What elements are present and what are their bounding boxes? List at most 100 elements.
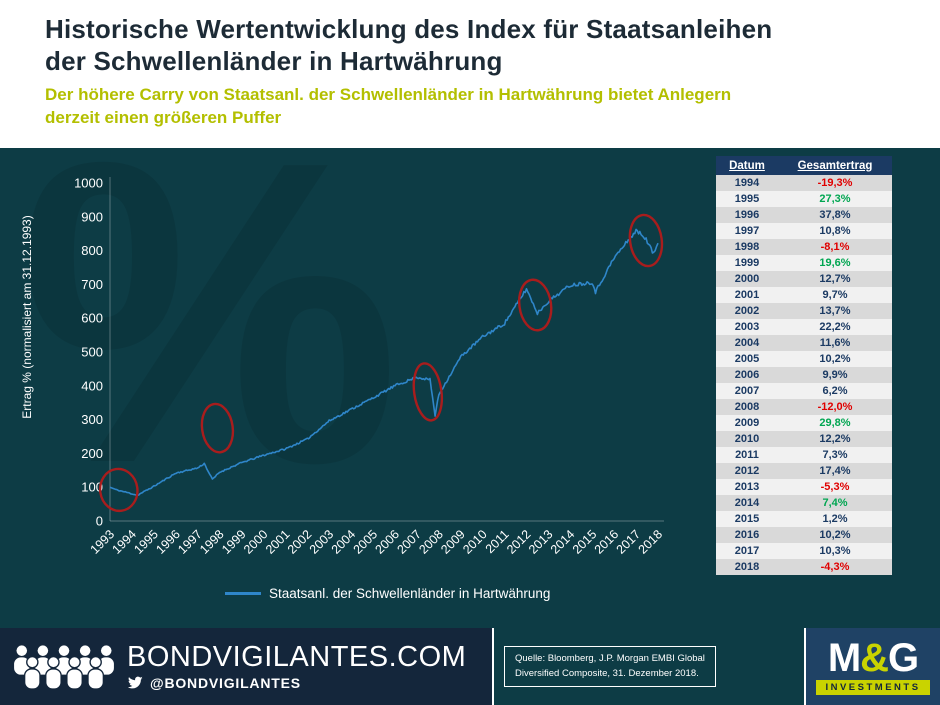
x-tick-label: 2006 [373,527,403,557]
x-tick-label: 1997 [175,527,205,557]
x-tick-label: 2013 [526,527,556,557]
table-cell-return: 9,7% [822,289,848,301]
table-cell-return: 13,7% [819,305,851,317]
title-line2: der Schwellenländer in Hartwährung [45,46,503,77]
x-tick-label: 1996 [153,527,183,557]
x-tick-label: 2004 [329,527,359,557]
line-chart: Ertrag % (normalisiert am 31.12.1993) 01… [20,176,666,557]
table-cell-year: 2003 [734,321,760,333]
table-cell-return: 10,3% [819,545,851,557]
x-tick-label: 2000 [241,527,271,557]
highlight-ellipse [412,362,444,422]
table-row: 2016 10,2% [716,527,892,543]
crowd-icon [14,644,114,690]
table-cell-year: 2002 [734,305,760,317]
table-cell-year: 1999 [734,257,760,269]
table-row: 2003 22,2% [716,319,892,335]
returns-table: Datum Gesamtertrag 1994 -19,3% 1995 27,3% 19… [716,156,892,575]
returns-table-header-row: Datum Gesamtertrag [716,156,892,175]
table-cell-year: 2009 [734,417,760,429]
highlight-ellipse [517,278,553,332]
footer-brand-left: BONDVIGILANTES.COM @BONDVIGILANTES [0,628,492,705]
table-row: 2013 -5,3% [716,479,892,495]
y-tick-label: 1000 [74,176,103,191]
source-box: Quelle: Bloomberg, J.P. Morgan EMBI Glob… [504,645,716,688]
x-tick-label: 2011 [483,527,512,556]
table-cell-year: 1997 [734,225,760,237]
legend-label: Staatsanl. der Schwellenländer in Hartwä… [269,586,551,601]
table-row: 1994 -19,3% [716,175,892,191]
table-cell-return: 29,8% [819,417,851,429]
y-tick-label: 0 [96,514,103,529]
page-title: Historische Wertentwicklung des Index fü… [45,13,895,77]
table-cell-return: 19,6% [819,257,851,269]
table-cell-year: 1994 [734,177,760,189]
x-tick-label: 2003 [307,527,337,557]
series-line [109,228,659,497]
table-cell-return: 10,2% [819,353,851,365]
title-line1: Historische Wertentwicklung des Index fü… [45,14,773,44]
legend-line-swatch [225,592,261,595]
x-tick-label: 1995 [131,527,161,557]
table-cell-return: -12,0% [817,401,853,413]
table-cell-year: 2005 [734,353,760,365]
returns-table-body: 1994 -19,3% 1995 27,3% 1996 37,8% 1997 10,8% 199… [716,175,892,575]
table-cell-year: 2014 [734,497,760,509]
table-row: 2015 1,2% [716,511,892,527]
table-cell-year: 2016 [734,529,760,541]
table-cell-return: 37,8% [819,209,851,221]
table-cell-return: 27,3% [819,193,851,205]
y-tick-label: 300 [81,412,103,427]
footer-source-section: Quelle: Bloomberg, J.P. Morgan EMBI Glob… [492,628,804,705]
table-row: 2000 12,7% [716,271,892,287]
table-row: 2014 7,4% [716,495,892,511]
table-cell-year: 2011 [735,449,759,461]
table-cell-year: 2017 [734,545,760,557]
y-tick-label: 500 [81,345,103,360]
table-row: 2008 -12,0% [716,399,892,415]
y-tick-label: 900 [81,209,103,224]
highlight-ellipse [200,402,235,454]
table-cell-year: 2000 [734,273,760,285]
table-cell-return: 6,2% [822,385,848,397]
table-cell-year: 2018 [734,561,760,573]
highlight-ellipses [98,213,664,513]
table-cell-return: 12,7% [819,273,851,285]
subtitle-line1: Der höhere Carry von Staatsanl. der Schw… [45,85,732,105]
x-tick-label: 2010 [460,527,490,557]
x-tick-label: 2008 [416,527,446,557]
x-axis-tick-labels: 1993199419951996199719981999200020012002… [88,527,666,557]
highlight-ellipse [628,213,664,268]
col-header-datum: Datum [716,156,778,175]
table-cell-year: 1998 [734,241,760,253]
table-cell-year: 2007 [734,385,760,397]
y-tick-label: 200 [81,446,103,461]
x-tick-label: 2016 [592,527,622,557]
mg-logo-ampersand: & [860,636,889,680]
x-tick-label: 2012 [504,527,534,557]
table-row: 2002 13,7% [716,303,892,319]
x-tick-label: 2015 [570,527,600,557]
twitter-handle-row: @BONDVIGILANTES [127,675,466,691]
table-cell-year: 2001 [734,289,760,301]
footer-text-block: BONDVIGILANTES.COM @BONDVIGILANTES [127,640,467,691]
table-cell-year: 2004 [734,337,760,349]
table-cell-year: 1996 [734,209,760,221]
table-cell-return: -8,1% [820,241,850,253]
table-row: 2011 7,3% [716,447,892,463]
x-tick-label: 2014 [548,527,578,557]
table-cell-return: -5,3% [820,481,850,493]
table-cell-year: 1995 [734,193,760,205]
table-row: 2005 10,2% [716,351,892,367]
x-tick-label: 1994 [109,527,139,557]
chart-section: % Ertrag % (normalisiert am 31.12.1993) … [0,98,940,628]
table-cell-year: 2006 [734,369,760,381]
table-row: 2010 12,2% [716,431,892,447]
source-line1: Quelle: Bloomberg, J.P. Morgan EMBI Glob… [515,652,705,664]
highlight-ellipse [98,467,139,513]
y-axis-title: Ertrag % (normalisiert am 31.12.1993) [20,215,34,418]
twitter-handle: @BONDVIGILANTES [150,675,301,692]
site-name: BONDVIGILANTES.COM [127,640,467,673]
y-tick-label: 100 [81,480,103,495]
